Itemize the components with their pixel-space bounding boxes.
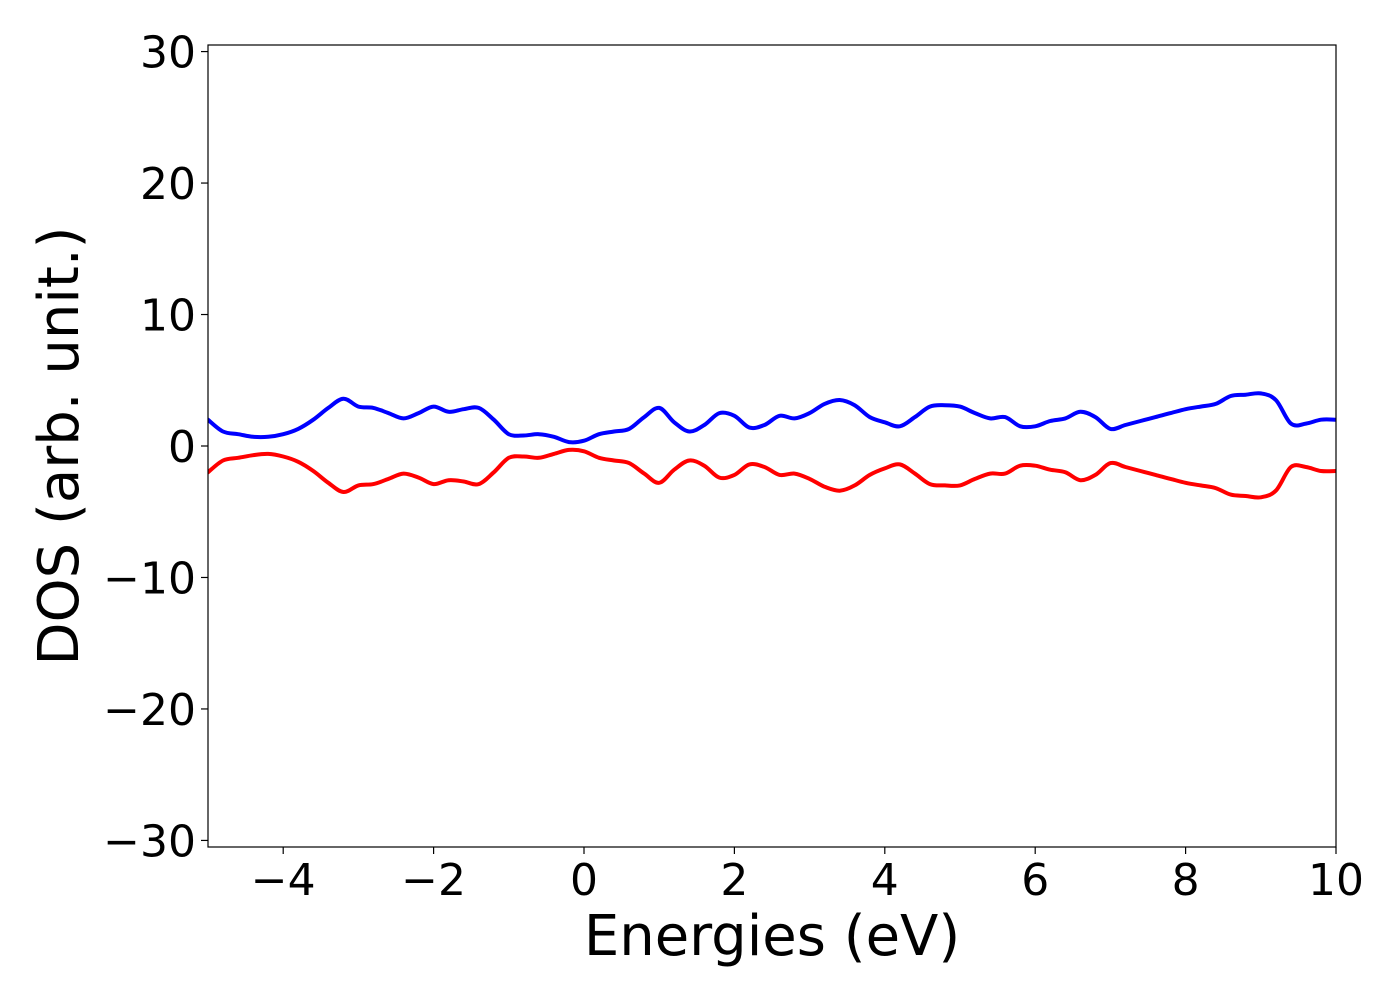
y-tick-label: −30 <box>103 816 196 867</box>
x-tick-label: 4 <box>871 855 899 906</box>
y-tick-label: −20 <box>103 685 196 736</box>
x-axis-label: Energies (eV) <box>584 904 960 969</box>
y-tick-label: 20 <box>140 159 196 210</box>
x-tick-label: 2 <box>720 855 748 906</box>
y-axis-ticks: −30 −20 −10 0 10 20 30 <box>103 28 208 867</box>
y-tick-label: 10 <box>140 291 196 342</box>
y-axis-label: DOS (arb. unit.) <box>27 226 92 665</box>
series-line-2 <box>208 447 1336 500</box>
x-tick-label: −2 <box>401 855 466 906</box>
y-tick-label: 30 <box>140 28 196 79</box>
series-line-1 <box>208 391 1336 445</box>
y-tick-label: −10 <box>103 553 196 604</box>
y-tick-label: 0 <box>168 422 196 473</box>
x-tick-label: 8 <box>1172 855 1200 906</box>
x-tick-label: 6 <box>1021 855 1049 906</box>
x-tick-label: 0 <box>570 855 598 906</box>
x-axis-ticks: −4 −2 0 2 4 6 8 10 <box>251 847 1364 906</box>
axes-frame <box>207 44 1337 848</box>
x-tick-label: −4 <box>251 855 316 906</box>
plot-area <box>208 391 1336 500</box>
x-tick-label: 10 <box>1308 855 1364 906</box>
